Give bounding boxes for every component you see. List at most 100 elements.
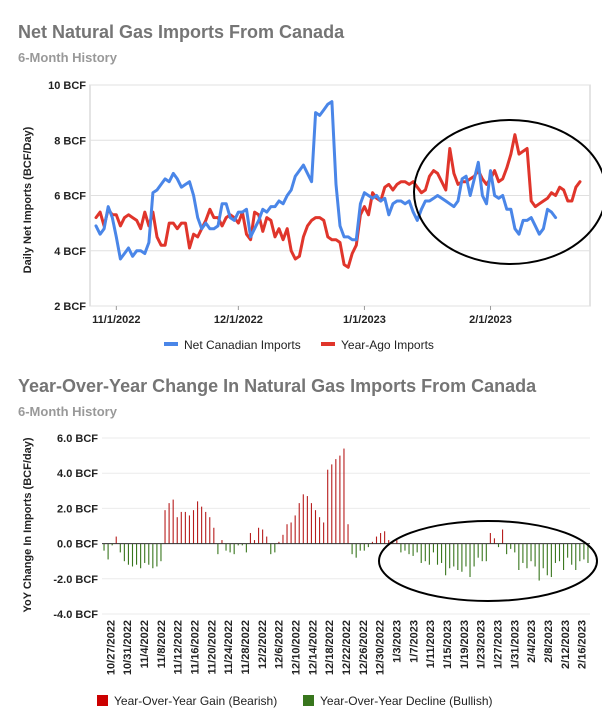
bar-decline — [530, 543, 532, 562]
chart2-x-ticks: 10/27/2022 10/31/2022 11/4/2022 11/8/2022 11… — [105, 620, 588, 675]
bar-decline — [420, 543, 422, 563]
chart2-y-tick-label: -2.0 BCF — [53, 574, 98, 586]
bar-decline — [465, 543, 467, 567]
bar-gain — [184, 511, 186, 544]
bar-decline — [233, 543, 235, 555]
bar-gain — [298, 503, 300, 544]
series-line-year-ago-imports — [94, 133, 582, 269]
chart2-x-tick-label: 10/27/2022 — [105, 620, 117, 675]
bar-gain — [172, 499, 174, 544]
chart2-x-tick-label: 12/2/2022 — [257, 620, 269, 669]
bar-decline — [225, 543, 227, 551]
chart2-y-ticks: -4.0 BCF -2.0 BCF 0.0 BCF 2.0 BCF 4.0 BCF 6.0… — [53, 433, 98, 621]
bar-gain — [327, 469, 329, 544]
chart1-series — [94, 100, 582, 269]
chart1-x-tick-label: 12/1/2022 — [214, 314, 263, 326]
bar-decline — [567, 543, 569, 558]
chart2-x-tick-label: 11/8/2022 — [156, 620, 168, 668]
bar-decline — [510, 543, 512, 549]
bar-gain — [319, 517, 321, 544]
bar-decline — [542, 543, 544, 569]
bar-decline — [514, 543, 516, 553]
chart2-x-tick-label: 1/23/2023 — [476, 620, 488, 669]
bar-gain — [502, 529, 504, 544]
bar-decline — [579, 543, 581, 562]
chart2-x-tick-label: 11/24/2022 — [223, 620, 235, 674]
bar-decline — [416, 543, 418, 553]
bar-gain — [180, 511, 182, 544]
bar-decline — [274, 543, 276, 553]
bar-decline — [485, 543, 487, 562]
bar-gain — [249, 533, 251, 544]
chart1-y-tick-label: 4 BCF — [54, 246, 86, 258]
chart2-bars — [103, 448, 589, 581]
bar-decline — [237, 543, 239, 546]
bar-decline — [554, 543, 556, 563]
chart2-x-tick-label: 1/11/2023 — [425, 620, 437, 668]
bar-decline — [144, 543, 146, 563]
chart2-gridlines — [102, 437, 590, 615]
bar-gain — [266, 536, 268, 544]
bar-decline — [538, 543, 540, 581]
chart2-x-tick-label: 2/4/2023 — [526, 620, 538, 663]
bar-gain — [371, 541, 373, 544]
chart2-highlight-ellipse — [378, 520, 598, 602]
bar-decline — [241, 543, 243, 546]
bar-decline — [497, 543, 500, 548]
chart2-title: Year-Over-Year Change In Natural Gas Imp… — [18, 376, 537, 396]
bar-gain — [323, 522, 325, 544]
bar-gain — [205, 511, 207, 544]
bar-decline — [473, 543, 475, 567]
chart2-y-tick-label: 4.0 BCF — [57, 468, 98, 480]
bar-decline — [453, 543, 455, 567]
chart2-x-tick-label: 11/28/2022 — [240, 620, 252, 674]
bar-decline — [400, 543, 402, 553]
chart1-x-tick-label: 2/1/2023 — [469, 314, 512, 326]
bar-decline — [457, 543, 459, 570]
legend-imports-label: Net Canadian Imports — [184, 338, 301, 352]
bar-decline — [469, 543, 471, 578]
bar-decline — [546, 543, 548, 576]
bar-decline — [152, 543, 154, 569]
bar-gain — [262, 529, 264, 544]
bar-decline — [148, 543, 150, 565]
bar-gain — [192, 510, 195, 544]
chart2-y-tick-label: -4.0 BCF — [53, 609, 98, 621]
bar-decline — [160, 543, 162, 562]
chart2-x-tick-label: 1/15/2023 — [442, 620, 454, 669]
legend-imports-swatch — [164, 342, 178, 346]
bar-decline — [136, 543, 138, 565]
bar-gain — [380, 533, 382, 544]
bar-gain — [347, 524, 349, 544]
bar-decline — [428, 543, 430, 565]
chart2-x-tick-label: 1/3/2023 — [392, 620, 404, 663]
chart2-y-tick-label: 6.0 BCF — [57, 433, 98, 445]
chart2-x-tick-label: 2/8/2023 — [543, 620, 555, 663]
bar-decline — [404, 543, 406, 551]
chart1-legend: Net Canadian Imports Year-Ago Imports — [164, 338, 434, 352]
bar-gain — [493, 538, 495, 544]
bar-decline — [127, 543, 129, 565]
chart1-subtitle: 6-Month History — [18, 50, 118, 65]
bar-decline — [355, 543, 357, 558]
chart2-x-tick-label: 12/22/2022 — [341, 620, 353, 675]
chart2-x-tick-label: 12/10/2022 — [291, 620, 303, 675]
bar-decline — [441, 543, 443, 563]
bar-gain — [396, 540, 398, 544]
bar-decline — [449, 543, 451, 569]
chart2-x-tick-label: 12/14/2022 — [307, 620, 319, 675]
bar-decline — [359, 543, 361, 551]
chart2-x-tick-label: 10/31/2022 — [122, 620, 134, 675]
bar-gain — [294, 515, 296, 544]
bar-gain — [314, 510, 317, 544]
bar-gain — [164, 510, 166, 544]
chart2-x-tick-label: 12/30/2022 — [375, 620, 387, 675]
bar-decline — [270, 543, 272, 555]
chart2-y-tick-label: 2.0 BCF — [57, 503, 98, 515]
bar-decline — [583, 543, 585, 560]
bar-decline — [363, 543, 365, 551]
chart1-y-tick-label: 8 BCF — [54, 135, 86, 147]
bar-gain — [489, 533, 491, 544]
chart1-x-tick-label: 1/1/2023 — [343, 314, 386, 326]
